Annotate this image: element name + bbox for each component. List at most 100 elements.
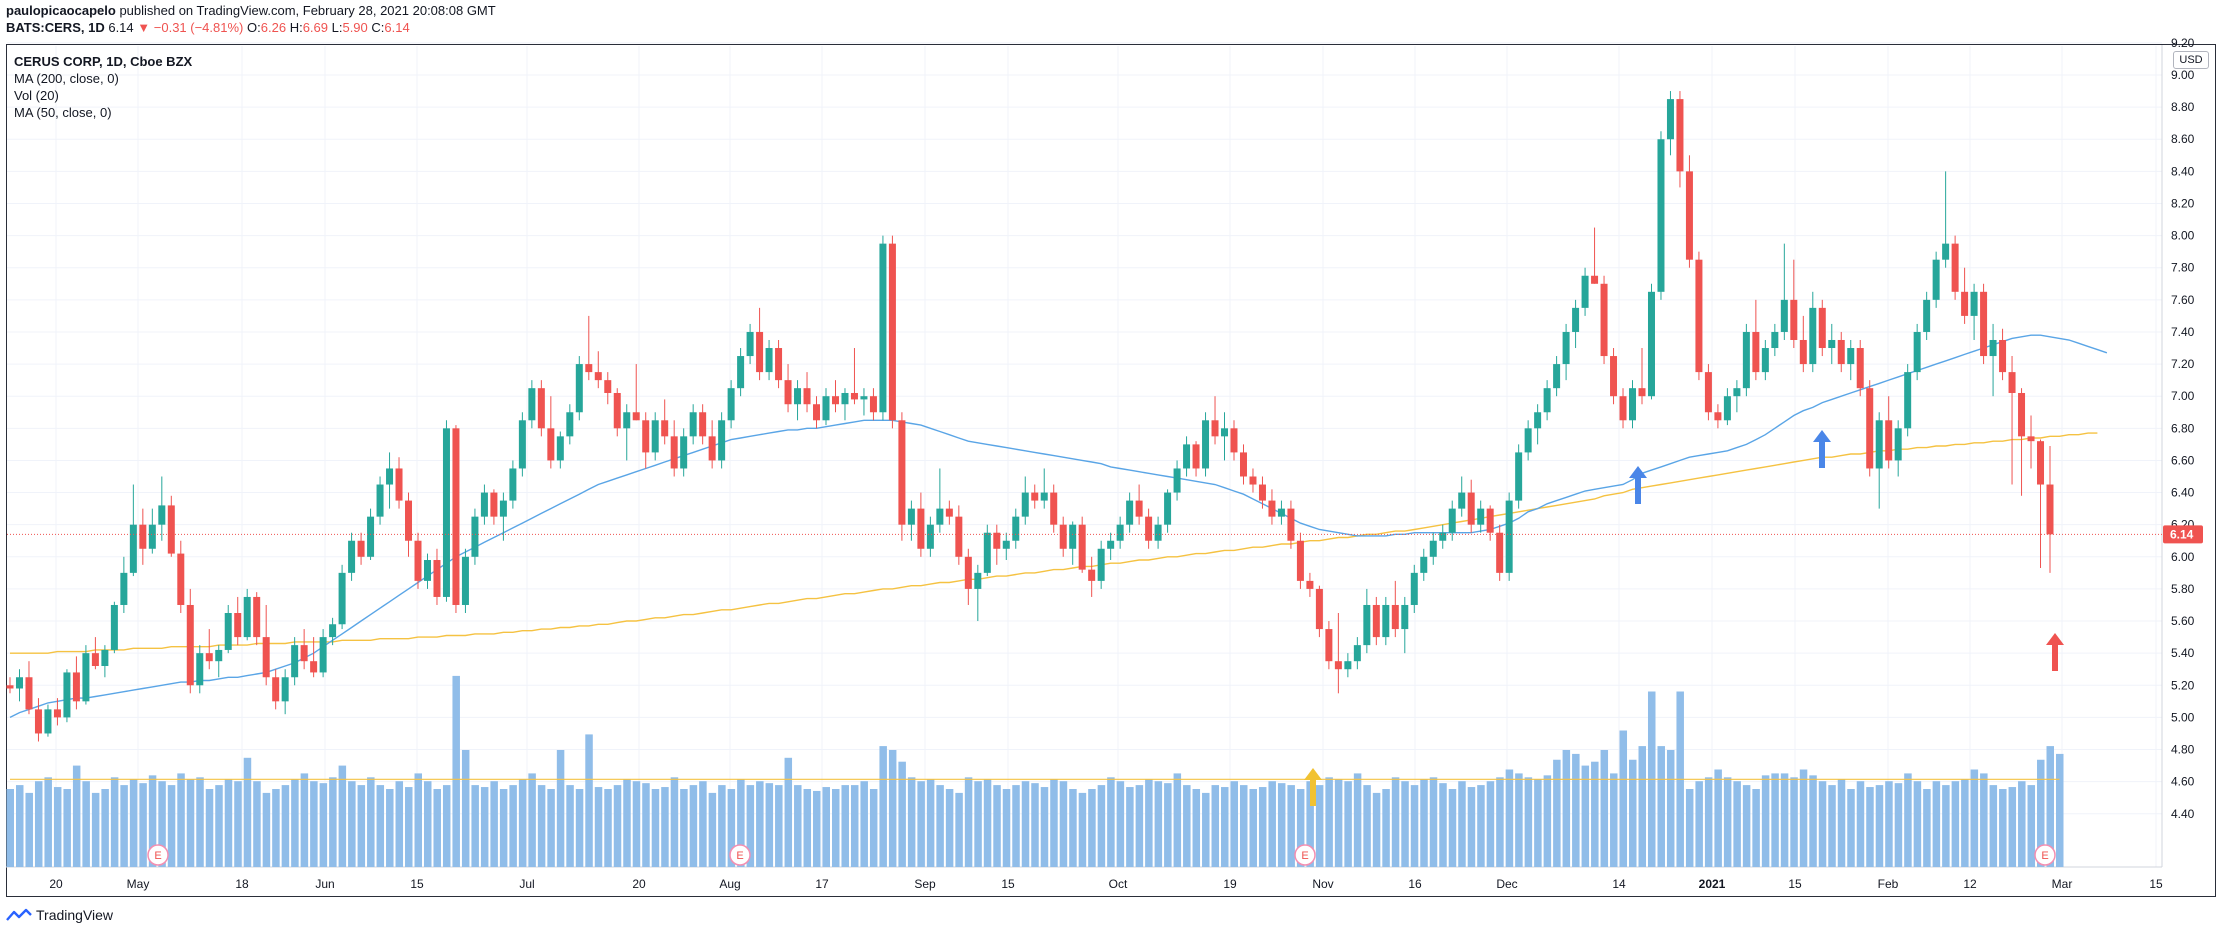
candle-body xyxy=(784,380,792,405)
volume-bar xyxy=(813,790,821,867)
x-tick-label: Jun xyxy=(315,877,334,891)
candle-body xyxy=(1600,283,1608,357)
candle-body xyxy=(2018,392,2026,437)
volume-bar xyxy=(822,787,830,867)
legend-ma50[interactable]: MA (50, close, 0) xyxy=(14,105,112,120)
volume-bar xyxy=(556,750,565,867)
volume-bar xyxy=(1942,785,1950,867)
candle-body xyxy=(148,524,156,549)
candle-body xyxy=(82,653,90,702)
volume-bar xyxy=(1619,730,1628,867)
candle-body xyxy=(1135,500,1143,517)
candle-body xyxy=(964,556,972,589)
volume-bar xyxy=(670,777,679,867)
volume-bar xyxy=(699,781,707,867)
volume-bar xyxy=(898,761,906,867)
candle-body xyxy=(1315,588,1323,630)
legend-volume[interactable]: Vol (20) xyxy=(14,88,59,103)
last-price-tag xyxy=(2163,525,2203,544)
candle-body xyxy=(1761,348,1769,373)
volume-bar xyxy=(1458,781,1466,867)
brand-name: TradingView xyxy=(36,907,114,923)
volume-bar xyxy=(1932,781,1941,867)
y-tick-label: 7.60 xyxy=(2171,293,2195,307)
volume-bar xyxy=(2008,787,2017,867)
volume-bar xyxy=(869,789,878,867)
candle-body xyxy=(1325,629,1333,662)
volume-bar xyxy=(1116,781,1125,867)
volume-bar xyxy=(1344,781,1352,867)
x-tick-label: Mar xyxy=(2052,877,2073,891)
candle-body xyxy=(1904,372,1912,429)
close-label: C: xyxy=(371,20,385,35)
currency-badge[interactable]: USD xyxy=(2173,51,2209,69)
candle-body xyxy=(1353,645,1361,662)
volume-bar xyxy=(661,787,669,867)
volume-bar xyxy=(82,781,90,867)
volume-bar xyxy=(1629,759,1637,867)
x-tick-label: May xyxy=(127,877,150,891)
candle-body xyxy=(1515,452,1523,501)
volume-bar xyxy=(44,777,52,867)
candle-body xyxy=(15,677,23,689)
candle-body xyxy=(1467,492,1475,525)
candle-body xyxy=(1116,524,1124,541)
tradingview-brand[interactable]: TradingView xyxy=(6,907,113,923)
volume-bar xyxy=(1818,781,1827,867)
candle-body xyxy=(120,572,128,605)
volume-bar xyxy=(329,777,337,867)
x-tick-label: 14 xyxy=(1612,877,1626,891)
legend-ma200[interactable]: MA (200, close, 0) xyxy=(14,71,119,86)
candle-body xyxy=(1866,388,1874,469)
volume-bar xyxy=(1723,777,1732,867)
candle-body xyxy=(499,500,507,517)
volume-bar xyxy=(1183,785,1191,867)
volume-bar xyxy=(917,781,925,867)
candle-body xyxy=(594,372,602,381)
candle-body xyxy=(1961,291,1969,316)
author-name[interactable]: paulopicaocapelo xyxy=(6,3,116,18)
chart-frame[interactable] xyxy=(6,44,2216,897)
quote-line: BATS:CERS, 1D 6.14 ▼ −0.31 (−4.81%) O:6.… xyxy=(6,20,410,35)
y-tick-label: 8.80 xyxy=(2171,100,2195,114)
volume-bar xyxy=(1372,792,1381,867)
candle-body xyxy=(1040,492,1048,501)
volume-bar xyxy=(480,787,489,867)
candle-body xyxy=(1647,291,1655,397)
volume-bar xyxy=(348,781,356,867)
volume-bar xyxy=(15,785,24,867)
volume-bar xyxy=(547,789,555,867)
candle-body xyxy=(926,524,934,549)
y-tick-label: 5.40 xyxy=(2171,646,2195,660)
volume-bar xyxy=(395,781,404,867)
volume-bar xyxy=(1145,779,1153,867)
volume-bar xyxy=(205,789,214,867)
volume-bar xyxy=(1021,781,1030,867)
volume-bar xyxy=(642,783,650,867)
volume-bar xyxy=(794,785,802,867)
y-tick-label: 6.00 xyxy=(2171,550,2195,564)
volume-bar xyxy=(148,775,157,867)
candle-body xyxy=(746,331,754,357)
y-tick-label: 9.00 xyxy=(2171,68,2195,82)
candle-body xyxy=(272,677,280,702)
volume-bar xyxy=(756,781,764,867)
up-arrow-icon xyxy=(1304,768,1322,806)
candle-body xyxy=(1942,243,1950,260)
candle-body xyxy=(167,505,175,554)
volume-bar xyxy=(2037,759,2045,867)
open-value: 6.26 xyxy=(260,20,287,35)
candle-body xyxy=(53,709,61,718)
candle-body xyxy=(1695,259,1703,373)
volume-bar xyxy=(139,783,147,867)
volume-bar xyxy=(775,785,783,867)
candle-body xyxy=(433,560,441,597)
volume-bar xyxy=(1420,779,1428,867)
legend-title: CERUS CORP, 1D, Cboe BZX xyxy=(14,54,193,69)
volume-bar xyxy=(2055,753,2064,867)
candle-body xyxy=(1097,548,1105,581)
candle-body xyxy=(1458,492,1466,509)
candle-body xyxy=(1505,500,1513,573)
x-tick-label: Feb xyxy=(1878,877,1899,891)
